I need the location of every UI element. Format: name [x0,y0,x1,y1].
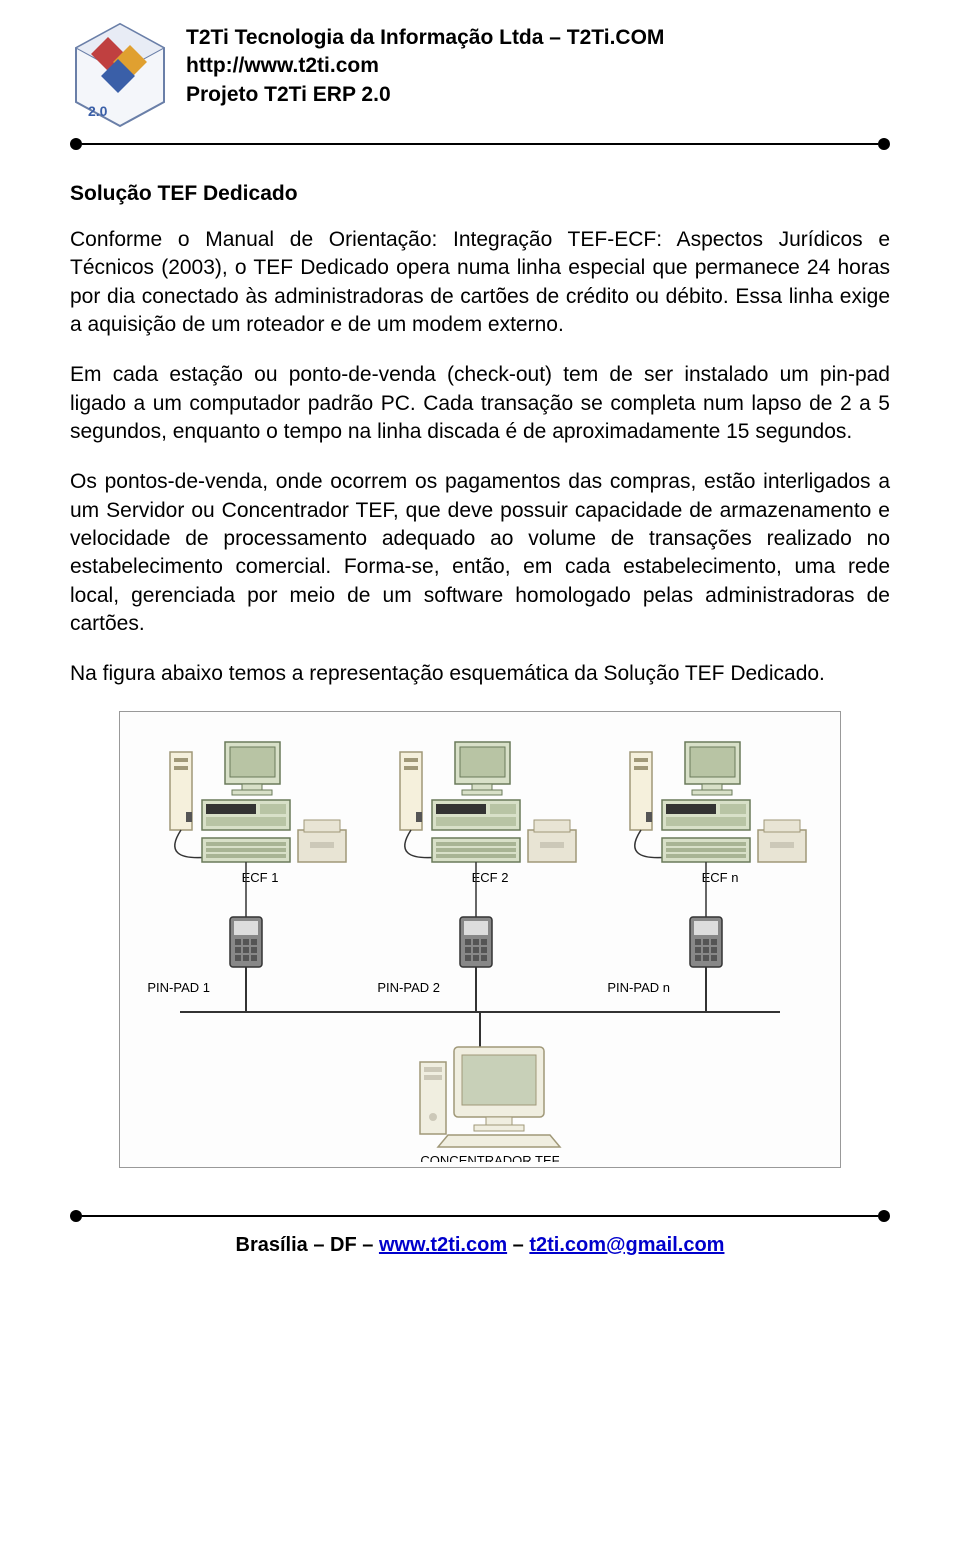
footer-link[interactable]: www.t2ti.com [379,1234,507,1256]
paragraph-3: Os pontos-de-venda, onde ocorrem os paga… [70,468,890,638]
header-line-2: http://www.t2ti.com [186,52,890,80]
header-line-1: T2Ti Tecnologia da Informação Ltda – T2T… [186,24,890,52]
paragraph-2: Em cada estação ou ponto-de-venda (check… [70,361,890,446]
section-title: Solução TEF Dedicado [70,182,890,206]
document-page: 2.0 T2Ti Tecnologia da Informação Ltda –… [0,0,960,1287]
diagram-container: ECF 1 [70,711,890,1168]
paragraph-1: Conforme o Manual de Orientação: Integra… [70,226,890,339]
pinpad-label-2: PIN-PAD 2 [377,980,440,995]
ecf-label-n: ECF n [702,870,739,885]
t2ti-logo: 2.0 [70,20,170,130]
footer-sep: – [507,1234,529,1256]
page-header: 2.0 T2Ti Tecnologia da Informação Ltda –… [70,20,890,130]
pinpad-label-1: PIN-PAD 1 [147,980,210,995]
ecf-label-2: ECF 2 [472,870,509,885]
ecf-label-1: ECF 1 [242,870,279,885]
pinpad-label-n: PIN-PAD n [607,980,670,995]
footer-email[interactable]: t2ti.com@gmail.com [529,1234,724,1256]
tef-dedicado-diagram: ECF 1 [119,711,841,1168]
footer-city: Brasília – DF – [236,1234,379,1256]
svg-text:2.0: 2.0 [88,103,108,119]
header-divider [70,136,890,152]
footer-divider [70,1208,890,1224]
paragraph-4: Na figura abaixo temos a representação e… [70,660,890,688]
header-line-3: Projeto T2Ti ERP 2.0 [186,81,890,109]
header-text-block: T2Ti Tecnologia da Informação Ltda – T2T… [186,20,890,109]
concentrator-label: CONCENTRADOR TEF [420,1153,559,1162]
page-footer: Brasília – DF – www.t2ti.com – t2ti.com@… [70,1234,890,1257]
